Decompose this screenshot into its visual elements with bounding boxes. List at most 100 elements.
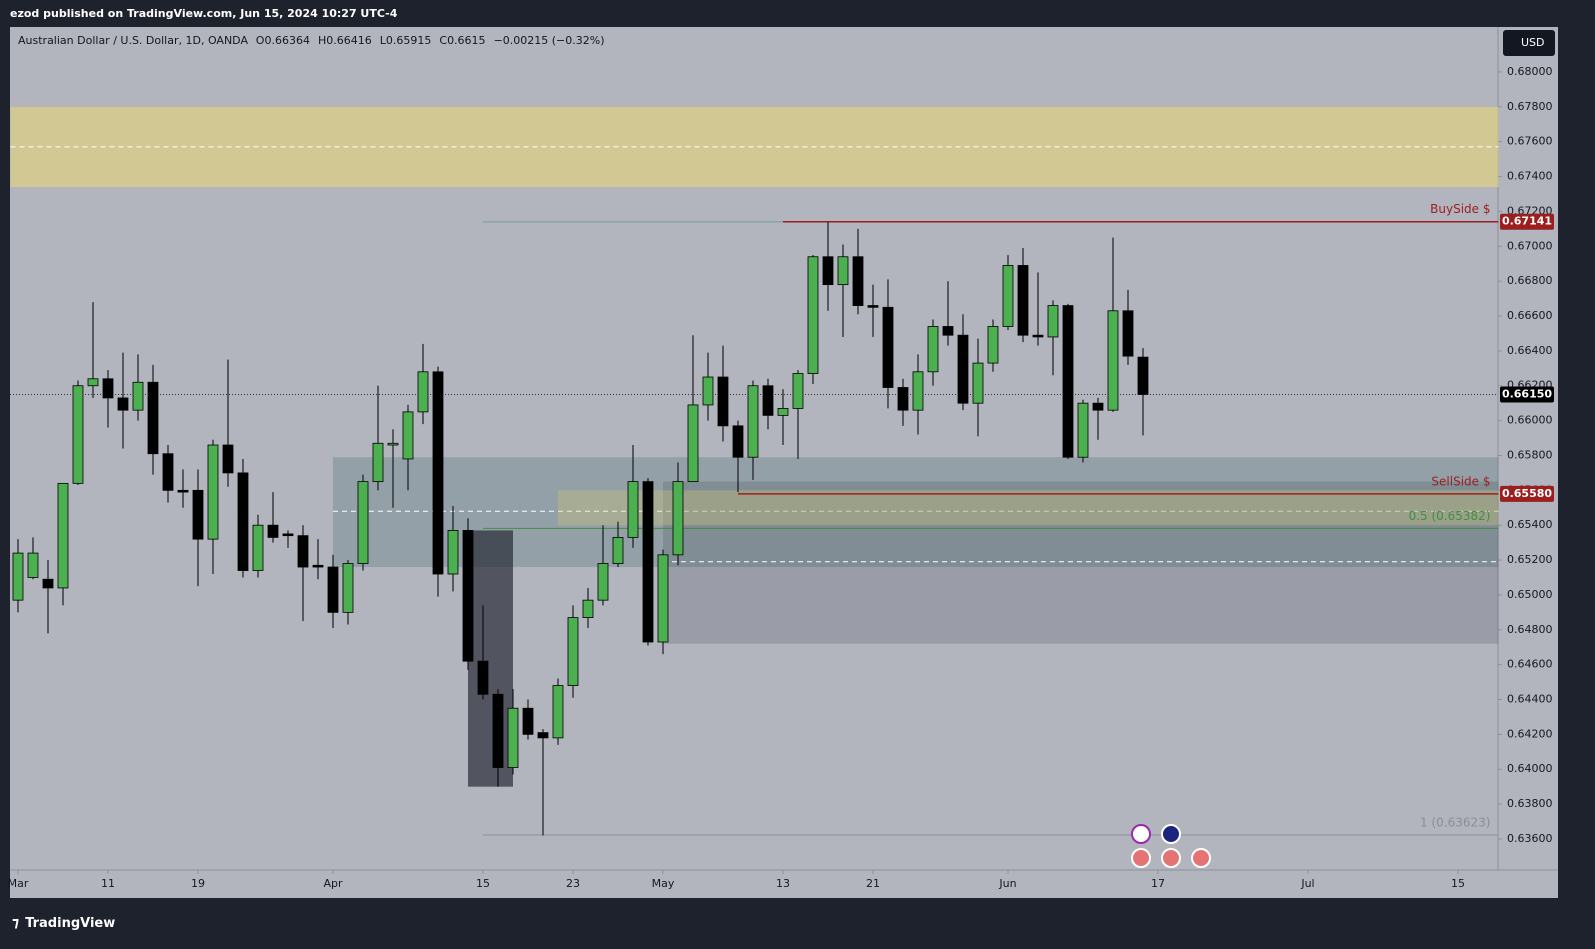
event-icon[interactable] bbox=[1161, 848, 1181, 868]
candle-body bbox=[117, 397, 129, 411]
candle-body bbox=[597, 563, 609, 601]
y-tick-label: 0.64800 bbox=[1507, 623, 1553, 636]
candle-body bbox=[807, 256, 819, 374]
x-tick-label: May bbox=[652, 877, 675, 890]
candle-body bbox=[327, 566, 339, 613]
candle-body bbox=[1032, 334, 1044, 338]
x-tick-label: 11 bbox=[101, 877, 115, 890]
event-icon[interactable] bbox=[1161, 824, 1181, 844]
y-tick-label: 0.65200 bbox=[1507, 553, 1553, 566]
x-tick-label: 23 bbox=[566, 877, 580, 890]
zone bbox=[557, 490, 1499, 526]
candle-body bbox=[312, 564, 324, 568]
candle-body bbox=[267, 524, 279, 538]
candle-body bbox=[657, 554, 669, 643]
legend-key: L bbox=[380, 34, 387, 47]
candle-body bbox=[852, 256, 864, 306]
event-icons bbox=[1131, 824, 1211, 868]
candle-body bbox=[297, 535, 309, 568]
level-label: BuySide $ bbox=[1430, 202, 1490, 216]
candle-body bbox=[447, 530, 459, 575]
candle-body bbox=[177, 489, 189, 493]
candle-body bbox=[147, 381, 159, 455]
y-tick-label: 0.65400 bbox=[1507, 518, 1553, 531]
y-tick-label: 0.64200 bbox=[1507, 727, 1553, 740]
candle-body bbox=[522, 707, 534, 735]
legend-key: H bbox=[318, 34, 326, 47]
candle-body bbox=[642, 481, 654, 643]
candle-body bbox=[732, 425, 744, 458]
candle-body bbox=[702, 376, 714, 406]
y-tick-label: 0.67400 bbox=[1507, 170, 1553, 183]
legend-change: −0.00215 (−0.32%) bbox=[494, 34, 605, 47]
candle-body bbox=[432, 371, 444, 575]
candle-body bbox=[237, 472, 249, 571]
x-tick-label: 21 bbox=[866, 877, 880, 890]
currency-button[interactable] bbox=[1503, 30, 1555, 56]
x-tick-label: Mar bbox=[8, 877, 29, 890]
candle-body bbox=[342, 563, 354, 613]
y-tick-label: 0.67600 bbox=[1507, 135, 1553, 148]
price-tag-label: 0.67141 bbox=[1502, 215, 1552, 228]
candle-body bbox=[717, 376, 729, 427]
candle-body bbox=[357, 481, 369, 564]
candle-body bbox=[417, 371, 429, 413]
candle-body bbox=[222, 444, 234, 474]
candle-body bbox=[792, 373, 804, 409]
y-tick-label: 0.65800 bbox=[1507, 448, 1553, 461]
y-tick-label: 0.66600 bbox=[1507, 309, 1553, 322]
candle-body bbox=[87, 378, 99, 387]
event-icon[interactable] bbox=[1131, 848, 1151, 868]
candle-body bbox=[1077, 402, 1089, 458]
candle-body bbox=[372, 442, 384, 483]
brand-text: TradingView bbox=[25, 916, 115, 931]
candle-body bbox=[162, 453, 174, 491]
candle-body bbox=[1092, 402, 1104, 411]
candle-body bbox=[837, 256, 849, 286]
y-tick-label: 0.64400 bbox=[1507, 693, 1553, 706]
y-tick-label: 0.64000 bbox=[1507, 762, 1553, 775]
legend-symbol: Australian Dollar / U.S. Dollar, 1D, OAN… bbox=[18, 34, 248, 47]
candle-body bbox=[282, 533, 294, 537]
candle-body bbox=[687, 404, 699, 483]
candle-body bbox=[57, 482, 69, 589]
candle-body bbox=[1122, 310, 1134, 357]
price-tag-label: 0.66150 bbox=[1502, 387, 1552, 400]
candle-body bbox=[537, 732, 549, 739]
candle-body bbox=[1047, 305, 1059, 338]
candle-body bbox=[42, 578, 54, 589]
y-tick-label: 0.66800 bbox=[1507, 274, 1553, 287]
candle-body bbox=[582, 599, 594, 618]
y-tick-label: 0.63800 bbox=[1507, 797, 1553, 810]
event-icon[interactable] bbox=[1191, 848, 1211, 868]
y-tick-label: 0.63600 bbox=[1507, 832, 1553, 845]
price-tag bbox=[1500, 386, 1554, 403]
candle-body bbox=[897, 387, 909, 411]
legend: Australian Dollar / U.S. Dollar, 1D, OAN… bbox=[18, 34, 605, 47]
zone bbox=[332, 457, 1499, 568]
publish-header: ezod published on TradingView.com, Jun 1… bbox=[10, 7, 398, 20]
candle-body bbox=[672, 481, 684, 556]
event-icon[interactable] bbox=[1131, 824, 1151, 844]
candle-body bbox=[477, 660, 489, 695]
legend-value: 0.6615 bbox=[447, 34, 486, 47]
candle-body bbox=[402, 411, 414, 460]
candle-body bbox=[567, 617, 579, 686]
candle-body bbox=[132, 381, 144, 411]
candle-body bbox=[822, 256, 834, 286]
x-tick-label: 13 bbox=[776, 877, 790, 890]
legend-value: 0.66416 bbox=[326, 34, 372, 47]
candle-body bbox=[1017, 265, 1029, 336]
candle-body bbox=[987, 326, 999, 364]
x-tick-label: Jun bbox=[998, 877, 1016, 890]
candle-body bbox=[1107, 310, 1119, 411]
candle-body bbox=[492, 693, 504, 768]
candle-body bbox=[1137, 356, 1149, 395]
candle-body bbox=[12, 552, 24, 601]
price-tag-label: 0.65580 bbox=[1502, 487, 1552, 500]
legend-key: C bbox=[439, 34, 447, 47]
candle-body bbox=[102, 378, 114, 399]
candle-body bbox=[192, 489, 204, 540]
